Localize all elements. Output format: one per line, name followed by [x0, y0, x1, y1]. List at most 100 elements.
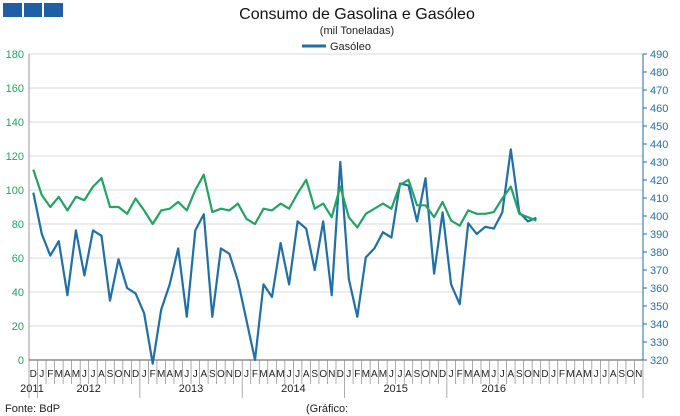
x-month-label: J [602, 369, 607, 380]
x-month-label: M [362, 369, 370, 380]
x-month-label: J [397, 369, 402, 380]
y-right-tick-label: 360 [650, 283, 668, 295]
x-month-label: O [319, 369, 327, 380]
y-axis-right: 320 330 340 350 360 370 380 390 400 410 420 430 440 4… [642, 49, 668, 367]
y-right-tick-label: 490 [650, 49, 668, 61]
x-month-label: N [533, 369, 540, 380]
x-month-label: A [576, 369, 583, 380]
x-month-label: F [354, 369, 360, 380]
x-month-label: J [295, 369, 300, 380]
x-month-label: D [30, 369, 37, 380]
x-month-label: M [583, 369, 591, 380]
y-left-tick-label: 80 [12, 219, 24, 231]
x-month-label: J [142, 369, 147, 380]
y-right-tick-label: 400 [650, 211, 668, 223]
x-month-label: D [337, 369, 344, 380]
x-month-label: S [209, 369, 216, 380]
chart-title: Consumo de Gasolina e Gasóleo [239, 6, 475, 23]
x-month-label: F [457, 369, 463, 380]
x-month-label: J [244, 369, 249, 380]
year-label-2014: 2014 [281, 383, 305, 395]
x-month-label: A [610, 369, 617, 380]
y-left-tick-label: 40 [12, 287, 24, 299]
y-left-tick-label: 20 [12, 321, 24, 333]
y-right-tick-label: 390 [650, 229, 668, 241]
x-month-label: J [287, 369, 292, 380]
x-month-label: N [123, 369, 130, 380]
x-month-label: M [566, 369, 574, 380]
y-right-tick-label: 430 [650, 157, 668, 169]
x-month-label: J [500, 369, 505, 380]
x-month-label: M [55, 369, 63, 380]
y-right-tick-label: 440 [650, 139, 668, 151]
x-month-label: A [98, 369, 105, 380]
year-label-2013: 2013 [179, 383, 203, 395]
y-axis-left: 0 20 40 60 80 100 120 140 160 180 [6, 49, 30, 367]
x-month-label: A [64, 369, 71, 380]
y-left-tick-label: 180 [6, 49, 24, 61]
x-month-label: F [150, 369, 156, 380]
year-label-2016: 2016 [482, 383, 506, 395]
header-decoration [3, 3, 64, 17]
y-left-tick-label: 160 [6, 83, 24, 95]
y-right-tick-label: 320 [650, 355, 668, 367]
x-month-label: D [439, 369, 446, 380]
y-right-tick-label: 410 [650, 193, 668, 205]
x-month-label: M [174, 369, 182, 380]
header-square-3 [44, 3, 64, 17]
y-right-tick-label: 370 [650, 265, 668, 277]
y-left-tick-label: 120 [6, 151, 24, 163]
y-right-tick-label: 460 [650, 103, 668, 115]
x-month-label: F [47, 369, 53, 380]
x-month-label: D [234, 369, 241, 380]
x-month-label: M [276, 369, 284, 380]
y-left-tick-label: 100 [6, 185, 24, 197]
x-month-label: A [303, 369, 310, 380]
footer-source: Fonte: BdP [5, 403, 60, 415]
x-month-label: J [346, 369, 351, 380]
y-right-tick-label: 340 [650, 319, 668, 331]
x-month-label: S [107, 369, 114, 380]
x-month-label: M [72, 369, 80, 380]
x-month-label: N [635, 369, 642, 380]
x-month-label: J [389, 369, 394, 380]
x-month-label: N [430, 369, 437, 380]
year-label-2015: 2015 [383, 383, 407, 395]
x-month-label: D [541, 369, 548, 380]
x-month-label: O [524, 369, 532, 380]
x-month-label: J [39, 369, 44, 380]
series-line-gasolina [32, 169, 537, 229]
y-left-tick-label: 60 [12, 253, 24, 265]
grid [29, 53, 643, 327]
y-right-tick-label: 450 [650, 121, 668, 133]
x-month-label: O [422, 369, 430, 380]
legend-label: Gasóleo [330, 41, 371, 53]
header-square-1 [3, 3, 22, 17]
y-left-tick-label: 0 [18, 355, 24, 367]
x-month-label: A [371, 369, 378, 380]
x-month-label: S [311, 369, 318, 380]
series-line-gasoleo [32, 148, 537, 365]
x-month-label: A [269, 369, 276, 380]
x-month-label: N [226, 369, 233, 380]
y-right-tick-label: 470 [650, 85, 668, 97]
year-label-2012: 2012 [76, 383, 100, 395]
x-month-label: M [259, 369, 267, 380]
x-month-label: O [115, 369, 123, 380]
footer-note: (Gráfico: [306, 403, 348, 415]
x-month-label: M [379, 369, 387, 380]
chart-subtitle: (mil Toneladas) [320, 25, 394, 37]
y-left-tick-label: 140 [6, 117, 24, 129]
x-month-label: J [594, 369, 599, 380]
y-right-tick-label: 330 [650, 337, 668, 349]
legend: Gasóleo [302, 41, 371, 53]
x-month-label: J [551, 369, 556, 380]
x-month-label: J [193, 369, 198, 380]
x-month-label: F [559, 369, 565, 380]
x-month-label: N [328, 369, 335, 380]
x-month-label: A [507, 369, 514, 380]
x-month-label: J [184, 369, 189, 380]
